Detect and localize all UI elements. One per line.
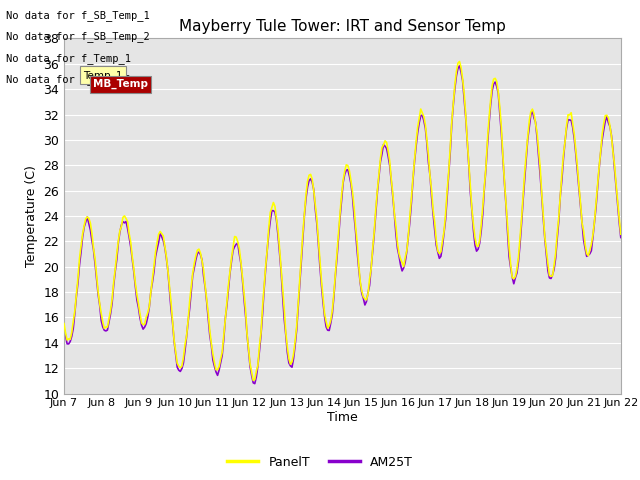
AM25T <box>129 256 136 262</box>
Text: No data for f_SB_Temp_2: No data for f_SB_Temp_2 <box>6 31 150 42</box>
PanelT <box>250 377 257 383</box>
Text: Temp_1: Temp_1 <box>83 70 123 81</box>
AM25T <box>456 63 463 69</box>
PanelT <box>226 268 234 274</box>
AM25T <box>617 235 625 240</box>
Line: AM25T: AM25T <box>64 66 621 384</box>
PanelT <box>255 343 263 348</box>
Text: No data for f_SB_Temp_1: No data for f_SB_Temp_1 <box>6 10 150 21</box>
Legend: PanelT, AM25T: PanelT, AM25T <box>222 451 418 474</box>
PanelT <box>589 232 596 238</box>
PanelT <box>129 254 136 260</box>
Text: No data for f_Temp_2: No data for f_Temp_2 <box>6 74 131 85</box>
X-axis label: Time: Time <box>327 411 358 424</box>
Line: PanelT: PanelT <box>64 61 621 380</box>
PanelT <box>305 172 313 178</box>
PanelT <box>456 59 463 64</box>
AM25T <box>244 348 252 354</box>
Y-axis label: Temperature (C): Temperature (C) <box>25 165 38 267</box>
PanelT <box>244 347 252 352</box>
Text: No data for f_Temp_1: No data for f_Temp_1 <box>6 53 131 64</box>
AM25T <box>589 234 596 240</box>
AM25T <box>251 381 259 386</box>
AM25T <box>226 271 234 276</box>
AM25T <box>305 178 313 183</box>
AM25T <box>60 325 68 331</box>
Text: MB_Temp: MB_Temp <box>93 79 148 89</box>
PanelT <box>60 321 68 326</box>
AM25T <box>255 348 263 354</box>
Title: Mayberry Tule Tower: IRT and Sensor Temp: Mayberry Tule Tower: IRT and Sensor Temp <box>179 20 506 35</box>
PanelT <box>617 231 625 237</box>
